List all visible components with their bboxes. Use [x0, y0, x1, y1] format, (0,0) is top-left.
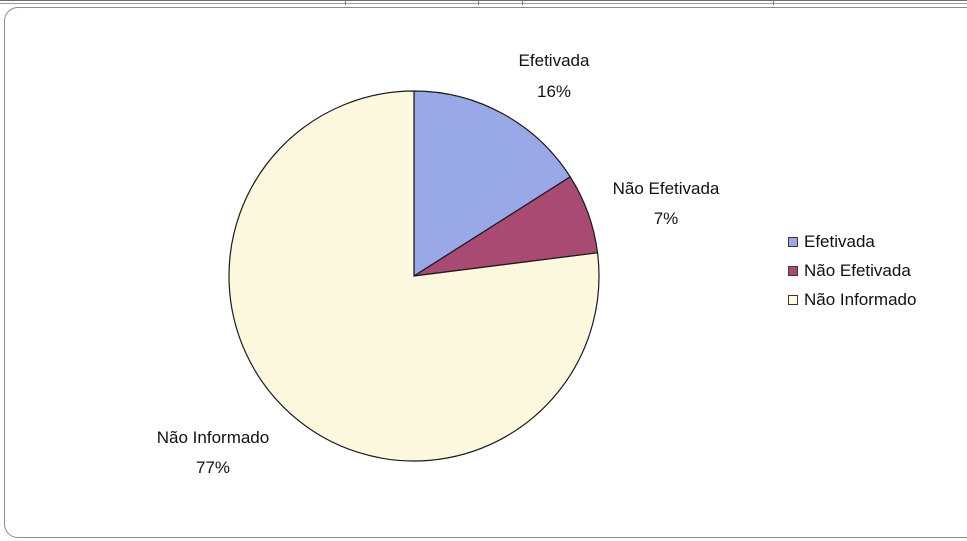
legend-item-efetivada[interactable]: Efetivada [788, 227, 967, 256]
rule-tick [478, 1, 479, 5]
legend-label-nao-efetivada: Não Efetivada [804, 261, 911, 280]
legend-label-nao-informado: Não Informado [804, 290, 917, 309]
slice-label-name-efetivada: Efetivada [519, 51, 590, 70]
slice-label-name-nao-informado: Não Informado [157, 428, 269, 447]
top-border-rule [0, 0, 967, 5]
legend-swatch-efetivada [788, 236, 798, 247]
chart-legend: Efetivada Não Efetivada Não Informado [788, 227, 967, 314]
legend-swatch-nao-efetivada [788, 265, 798, 276]
rule-tick [773, 1, 774, 5]
rule-tick [522, 1, 523, 5]
slice-label-percent-nao-efetivada: 7% [654, 209, 679, 228]
legend-swatch-nao-informado [788, 294, 798, 305]
pie-slice-efetivada[interactable] [413, 90, 572, 278]
legend-label-efetivada: Efetivada [804, 232, 875, 251]
legend-item-nao-efetivada[interactable]: Não Efetivada [788, 256, 967, 285]
pie-slice-nao-informado[interactable] [228, 90, 600, 462]
slice-label-percent-nao-informado: 77% [196, 458, 230, 477]
legend-item-nao-informado[interactable]: Não Informado [788, 285, 967, 314]
pie-slices [228, 90, 600, 462]
slice-label-percent-efetivada: 16% [537, 82, 571, 101]
slice-label-name-nao-efetivada: Não Efetivada [613, 179, 720, 198]
rule-tick [345, 1, 346, 5]
